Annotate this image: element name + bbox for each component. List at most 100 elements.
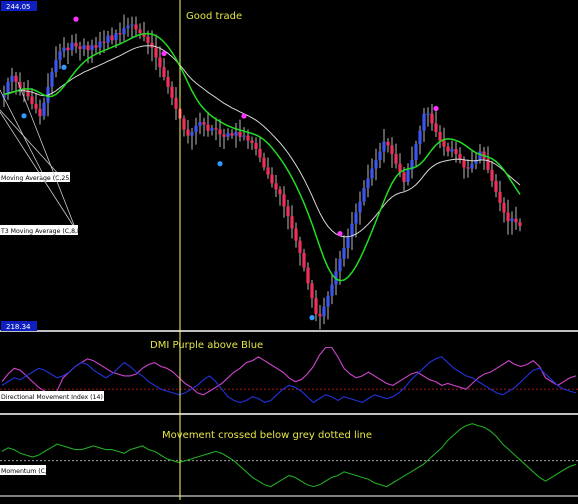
- bearish-candle: [214, 128, 218, 130]
- bearish-candle: [254, 142, 258, 150]
- t3-callout-line: [17, 81, 77, 231]
- bullish-candle: [426, 113, 430, 115]
- bearish-candle: [34, 103, 38, 109]
- bullish-candle: [366, 178, 370, 189]
- bearish-candle: [490, 169, 494, 181]
- dmi-panel: [0, 346, 578, 404]
- bearish-candle: [170, 86, 174, 98]
- bullish-candle: [190, 131, 194, 136]
- bearish-candle: [446, 146, 450, 152]
- bullish-candle: [326, 295, 330, 307]
- bearish-candle: [266, 167, 270, 175]
- bullish-candle: [10, 75, 14, 82]
- bearish-candle: [282, 194, 286, 207]
- price-top-badge: [1, 1, 37, 11]
- bullish-candle: [2, 94, 6, 98]
- bullish-candle: [346, 236, 350, 248]
- ma-callout-line: [0, 109, 63, 179]
- bearish-candle: [182, 118, 186, 130]
- bearish-candle: [30, 96, 34, 104]
- bearish-candle: [458, 153, 462, 161]
- bearish-candle: [306, 267, 310, 284]
- bullish-candle: [70, 42, 74, 51]
- bullish-candle: [58, 51, 62, 60]
- bullish-candle: [418, 130, 422, 145]
- bearish-candle: [310, 283, 314, 299]
- bearish-candle: [66, 47, 70, 51]
- sell-signal-dot: [161, 50, 167, 57]
- bullish-candle: [478, 151, 482, 161]
- bullish-candle: [378, 151, 382, 161]
- bullish-candle: [374, 160, 378, 169]
- sell-signal-dot: [433, 105, 439, 112]
- bearish-candle: [14, 75, 18, 82]
- bullish-candle: [54, 59, 58, 73]
- bearish-candle: [250, 140, 254, 143]
- buy-signal-dot: [61, 64, 67, 70]
- bearish-candle: [162, 67, 166, 78]
- dmi-annotation: DMI Purple above Blue: [150, 340, 263, 351]
- bearish-candle: [298, 240, 302, 253]
- bearish-candle: [402, 172, 406, 183]
- t3-moving-average-line: [3, 32, 521, 282]
- bullish-candle: [358, 201, 362, 213]
- momentum-line: [1, 423, 577, 488]
- bullish-candle: [414, 144, 418, 161]
- dmi-purple-line: [1, 346, 577, 396]
- bullish-candle: [330, 284, 334, 296]
- bearish-candle: [430, 113, 434, 124]
- bearish-candle: [230, 133, 234, 136]
- bearish-candle: [222, 134, 226, 137]
- bearish-candle: [166, 77, 170, 87]
- bearish-candle: [246, 135, 250, 141]
- bearish-candle: [494, 180, 498, 192]
- bearish-candle: [78, 46, 82, 49]
- price-panel: [2, 14, 522, 330]
- bearish-candle: [466, 167, 470, 169]
- bullish-candle: [362, 188, 366, 202]
- bearish-candle: [258, 149, 262, 158]
- t3-label: T3 Moving Average (C,8,E,0.7): [0, 228, 95, 235]
- momentum-panel: [0, 423, 578, 488]
- bearish-candle: [102, 41, 106, 43]
- bullish-candle: [198, 122, 202, 126]
- bearish-candle: [390, 145, 394, 154]
- ma-label: Moving Average (C,25,E,0,5): [1, 175, 89, 182]
- bearish-candle: [146, 36, 150, 43]
- bullish-candle: [338, 258, 342, 272]
- bearish-candle: [74, 42, 78, 47]
- bullish-candle: [106, 35, 110, 43]
- bullish-candle: [322, 306, 326, 317]
- moving-average-25-line: [3, 45, 521, 238]
- dmi-blue-line: [1, 356, 577, 404]
- bearish-candle: [174, 97, 178, 109]
- bearish-candle: [498, 191, 502, 203]
- bullish-candle: [6, 81, 10, 95]
- bearish-candle: [286, 206, 290, 217]
- bullish-candle: [130, 24, 134, 26]
- bearish-candle: [138, 29, 142, 34]
- bearish-candle: [506, 212, 510, 222]
- bearish-candle: [150, 42, 154, 48]
- bearish-candle: [290, 216, 294, 229]
- price-top-label: 244.05: [6, 3, 31, 11]
- bearish-candle: [270, 174, 274, 184]
- momentum-annotation: Movement crossed below grey dotted line: [162, 430, 372, 441]
- t3-callout-line: [0, 111, 77, 231]
- sell-signal-dot: [73, 16, 79, 22]
- bearish-candle: [202, 122, 206, 125]
- bearish-candle: [206, 124, 210, 131]
- bullish-candle: [114, 33, 118, 41]
- bearish-candle: [238, 131, 242, 137]
- bullish-candle: [234, 131, 238, 136]
- buy-signal-dot: [309, 315, 315, 321]
- bullish-candle: [342, 247, 346, 259]
- ma-callout-line: [0, 89, 46, 179]
- bearish-candle: [186, 129, 190, 136]
- bearish-candle: [294, 228, 298, 241]
- bearish-candle: [462, 160, 466, 168]
- bullish-candle: [194, 125, 198, 132]
- sell-signal-dot: [241, 113, 247, 119]
- bullish-candle: [410, 160, 414, 170]
